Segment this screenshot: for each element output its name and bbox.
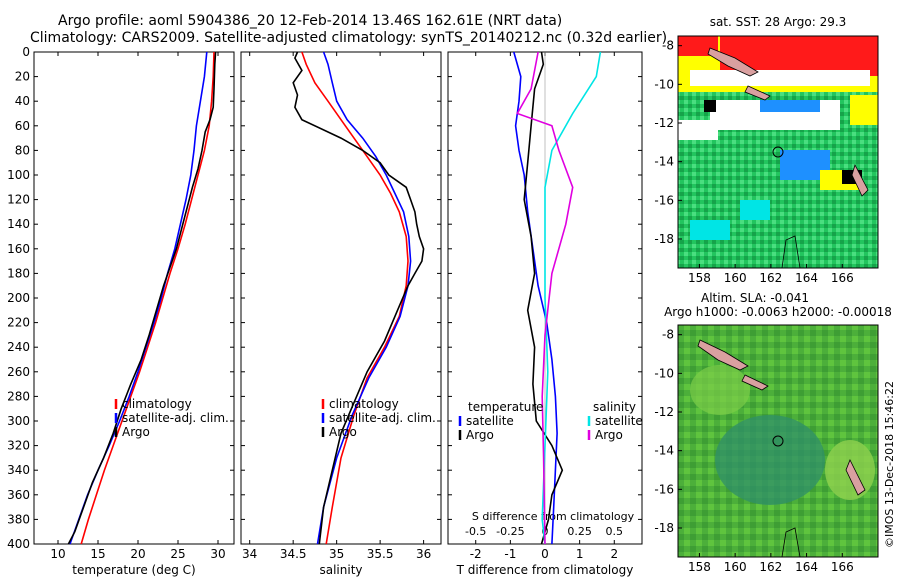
sla-map-title2: Argo h1000: -0.0063 h2000: -0.00018 — [664, 305, 892, 319]
x-tick-label: -1 — [504, 547, 516, 561]
x-tick-label: 1 — [576, 547, 584, 561]
map-y-tick-label: -8 — [662, 39, 674, 53]
salinity-plot: 34 34.5 35 35.5 36 salinity climatologysatelli… — [240, 51, 442, 577]
series-line-climatology — [301, 51, 409, 545]
x-tick-label: -2 — [470, 547, 482, 561]
y-tick-label: 40 — [15, 94, 30, 108]
legend-label: climatology — [122, 397, 192, 411]
y-tick-label: 100 — [7, 168, 30, 182]
x-tick-label: 25 — [170, 547, 185, 561]
x-tick-label: 2 — [610, 547, 618, 561]
map-y-tick-label: -18 — [654, 521, 674, 535]
map-y-tick-label: -10 — [654, 366, 674, 380]
series-line-s-argo — [516, 51, 574, 545]
legend-label: Argo — [329, 425, 357, 439]
map-y-tick-label: -16 — [654, 482, 674, 496]
series-line-t-argo — [523, 51, 564, 545]
map-y-tick-label: -10 — [654, 77, 674, 91]
title-line2: Climatology: CARS2009. Satellite-adjuste… — [30, 30, 667, 46]
y-tick-label: 20 — [15, 70, 30, 84]
y-tick-label: 120 — [7, 193, 30, 207]
x-tick-label: 10 — [50, 547, 65, 561]
map-y-tick-label: -12 — [654, 405, 674, 419]
y-tick-label: 400 — [7, 537, 30, 551]
y-tick-label: 60 — [15, 119, 30, 133]
y-tick-label: 0 — [22, 45, 30, 59]
y-tick-label: 80 — [15, 143, 30, 157]
y-tick-label: 320 — [7, 439, 30, 453]
x-tick-label: 35.5 — [367, 547, 394, 561]
y-tick-label: 200 — [7, 291, 30, 305]
legend-label: Argo — [466, 428, 494, 442]
legend-group-salinity: salinity — [593, 400, 636, 414]
y-tick-label: 380 — [7, 512, 30, 526]
y-tick-label: 360 — [7, 488, 30, 502]
series-line-argo — [292, 51, 425, 545]
map-x-tick-label: 160 — [724, 560, 747, 574]
y-tick-label: 260 — [7, 365, 30, 379]
map-y-tick-label: -16 — [654, 193, 674, 207]
map-y-tick-label: -14 — [654, 155, 674, 169]
x-tick-label: 30 — [210, 547, 225, 561]
legend-label: Argo — [122, 425, 150, 439]
sla-map: Altim. SLA: -0.041 Argo h1000: -0.0063 h… — [654, 291, 892, 574]
map-y-tick-label: -12 — [654, 116, 674, 130]
x2-tick-label: -0.5 — [465, 525, 486, 538]
legend-label: satellite-adj. clim. — [329, 411, 436, 425]
sst-map-title: sat. SST: 28 Argo: 29.3 — [710, 15, 847, 29]
x-tick-label: 15 — [90, 547, 105, 561]
legend-label: satellite-adj. clim. — [122, 411, 229, 425]
y-tick-label: 340 — [7, 463, 30, 477]
series-line-climatology — [80, 51, 215, 545]
temperature-plot: 0 20 40 60 80 100 120 140 160 180 200 220 240 260 280 3… — [7, 45, 235, 577]
y-tick-label: 300 — [7, 414, 30, 428]
legend-group-temperature: temperature — [468, 400, 543, 414]
legend-label: Argo — [595, 428, 623, 442]
x-tick-label: 34.5 — [280, 547, 307, 561]
y-tick-label: 240 — [7, 340, 30, 354]
x-tick-label: 35 — [329, 547, 344, 561]
x-tick-label: 34 — [242, 547, 257, 561]
map-x-tick-label: 164 — [795, 560, 818, 574]
x-tick-label: 20 — [130, 547, 145, 561]
map-y-tick-label: -8 — [662, 328, 674, 342]
x-tick-label: 36 — [416, 547, 431, 561]
map-x-tick-label: 162 — [759, 560, 782, 574]
legend-label: climatology — [329, 397, 399, 411]
x2-tick-label: 0.25 — [567, 525, 592, 538]
map-x-tick-label: 160 — [724, 271, 747, 285]
legend-label: satellite — [595, 414, 643, 428]
map-x-tick-label: 158 — [688, 271, 711, 285]
x-tick-label: 0 — [541, 547, 549, 561]
map-x-tick-label: 164 — [795, 271, 818, 285]
x2-tick-label: -0.25 — [496, 525, 524, 538]
legend-label: satellite — [466, 414, 514, 428]
map-x-tick-label: 158 — [688, 560, 711, 574]
x-axis-label: temperature (deg C) — [72, 563, 195, 577]
salinity-axes — [240, 51, 442, 545]
temperature-axes — [33, 51, 235, 545]
sla-map-title1: Altim. SLA: -0.041 — [701, 291, 809, 305]
map-x-tick-label: 166 — [831, 560, 854, 574]
map-x-tick-label: 162 — [759, 271, 782, 285]
y-tick-label: 160 — [7, 242, 30, 256]
map-y-tick-label: -14 — [654, 444, 674, 458]
credit-text: ©IMOS 13-Dec-2018 15:46:22 — [883, 381, 896, 548]
y-tick-label: 180 — [7, 266, 30, 280]
x-axis-label: T difference from climatology — [456, 563, 634, 577]
title-line1: Argo profile: aoml 5904386_20 12-Feb-201… — [58, 13, 562, 29]
y-tick-label: 280 — [7, 389, 30, 403]
series-line-satellite-adj-clim- — [316, 51, 412, 545]
series-line-argo — [67, 51, 217, 545]
sst-map: sat. SST: 28 Argo: 29.3 158 160 162 164 166 -… — [654, 15, 879, 285]
x2-tick-label: 0.5 — [606, 525, 624, 538]
map-y-tick-label: -18 — [654, 232, 674, 246]
y-tick-label: 220 — [7, 316, 30, 330]
map-x-tick-label: 166 — [831, 271, 854, 285]
y-tick-label: 140 — [7, 217, 30, 231]
x-axis-label: salinity — [319, 563, 362, 577]
